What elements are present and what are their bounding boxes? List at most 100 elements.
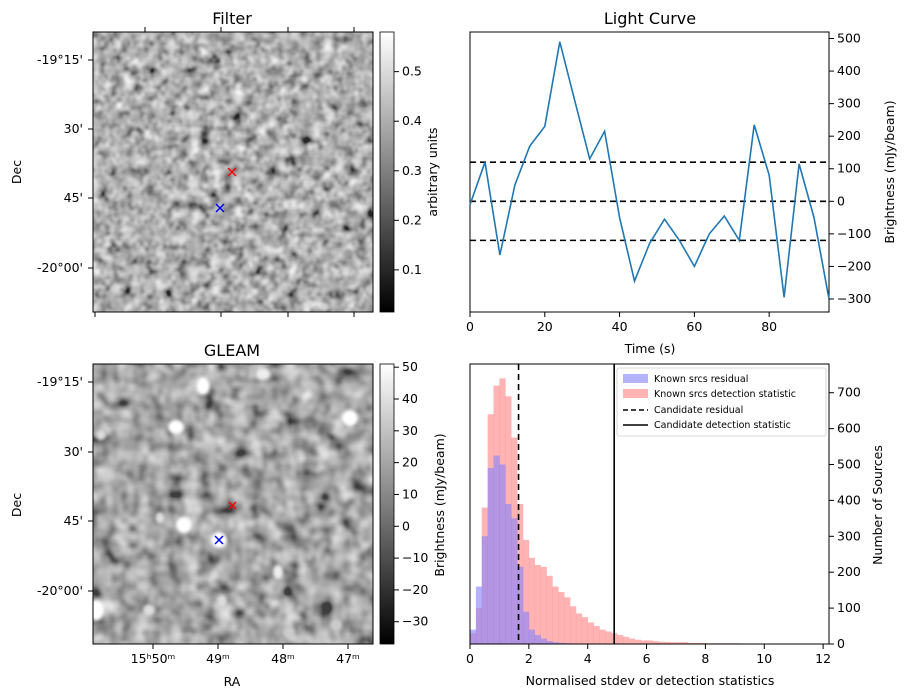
filter-known-marker	[215, 203, 225, 213]
light-curve-x-ticks: 0 20 40 60 80	[466, 312, 777, 334]
residual-bar	[558, 642, 565, 644]
gleam-bright-source	[88, 600, 104, 620]
colorbar-tick-label: 10	[402, 486, 418, 501]
residual-bar	[534, 635, 541, 644]
residual-bar	[552, 642, 559, 644]
y-tick-label: 400	[837, 63, 861, 78]
y-tick-label: 0	[837, 193, 845, 208]
colorbar-tick-label: 30	[402, 423, 418, 438]
gleam-colorbar-label: Brightness (mJy/beam)	[432, 433, 447, 576]
residual-bar	[487, 468, 494, 644]
filter-markers	[215, 167, 237, 213]
y-tick-label: 0	[837, 636, 845, 651]
detection-bar	[699, 642, 706, 644]
detection-bar	[593, 626, 600, 644]
gleam-bright-source	[168, 420, 184, 434]
y-tick-label: 300	[837, 96, 861, 111]
detection-bar	[670, 642, 677, 644]
legend-swatch-residual	[623, 374, 648, 383]
detection-bar	[575, 613, 583, 644]
gleam-ra-tick: 47ᵐ	[336, 651, 360, 666]
histogram-legend: Known srcs residual Known srcs detection…	[616, 367, 827, 437]
gleam-ra-tick: 49ᵐ	[206, 651, 230, 666]
detection-bar	[552, 586, 559, 644]
histogram-candidate-lines	[517, 364, 615, 644]
detection-bar	[658, 641, 665, 644]
filter-colorbar-gradient	[379, 31, 395, 313]
residual-bar	[493, 455, 500, 644]
colorbar-tick-label: 0.4	[402, 113, 422, 128]
colorbar-tick-label: 0.5	[402, 64, 422, 79]
x-tick-label: 10	[756, 651, 772, 666]
y-tick-label: 700	[837, 385, 861, 400]
detection-bar	[587, 622, 594, 644]
residual-bar	[470, 629, 477, 644]
gleam-dec-tick: 45'	[64, 513, 83, 528]
detection-bar	[687, 642, 694, 644]
histogram-frame	[469, 363, 830, 645]
gleam-bright-source	[196, 377, 210, 395]
gleam-colorbar: Brightness (mJy/beam) 50 40 30 20 10 0 −10 −20 −…	[379, 359, 447, 645]
x-tick-label: 0	[466, 651, 474, 666]
detection-bar	[570, 606, 577, 644]
filter-panel: Filter -19°15' 30' 45' -20°00' Dec	[9, 9, 440, 317]
detection-bar	[646, 640, 653, 644]
detection-bar	[534, 565, 541, 644]
histogram-ylabel: Number of Sources	[870, 445, 885, 565]
y-tick-label: −300	[837, 291, 871, 306]
gleam-bright-source	[155, 512, 165, 524]
gleam-dec-tick: 30'	[64, 444, 83, 459]
gleam-title: GLEAM	[204, 341, 260, 360]
legend-box	[616, 367, 827, 437]
light-curve-chart: Light Curve 0 20 40 60 80 −300 −200 −100 0 100 20…	[466, 9, 897, 356]
detection-bar	[581, 617, 589, 644]
colorbar-tick-label: −10	[402, 550, 428, 565]
light-curve-series	[469, 41, 830, 300]
residual-bar	[511, 518, 518, 644]
y-tick-label: 100	[837, 161, 861, 176]
legend-label: Candidate residual	[654, 405, 743, 416]
y-tick-label: 100	[837, 600, 861, 615]
filter-dec-axis: -19°15' 30' 45' -20°00' Dec	[9, 52, 93, 275]
histogram-chart: 0 2 4 6 8 10 12 0 100 200 300 400 500 600 700 Normali…	[466, 363, 885, 688]
detection-bar	[558, 591, 565, 644]
filter-ylabel: Dec	[9, 160, 24, 184]
gleam-bright-source	[330, 619, 342, 631]
residual-bar	[528, 629, 536, 644]
residual-bar	[505, 504, 512, 644]
detection-bar	[652, 641, 659, 644]
y-tick-label: 500	[837, 457, 861, 472]
gleam-bright-source	[273, 565, 283, 579]
light-curve-title: Light Curve	[604, 9, 696, 28]
detection-bar	[634, 639, 641, 644]
colorbar-tick-label: 0	[402, 518, 410, 533]
detection-bar	[617, 635, 624, 644]
light-curve-ylabel: Brightness (mJy/beam)	[882, 100, 897, 243]
detection-bar	[623, 636, 630, 644]
x-tick-label: 8	[701, 651, 709, 666]
gleam-frame	[92, 363, 374, 645]
residual-bar	[546, 641, 553, 644]
residual-bar	[517, 566, 524, 644]
filter-candidate-marker	[227, 167, 237, 177]
colorbar-tick-label: 20	[402, 455, 418, 470]
filter-colorbar-label: arbitrary units	[425, 127, 440, 216]
residual-bar	[522, 611, 530, 644]
light-curve-y-ticks: −300 −200 −100 0 100 200 300 400 500	[829, 31, 871, 306]
x-tick-label: 4	[584, 651, 592, 666]
y-tick-label: 400	[837, 492, 861, 507]
y-tick-label: −100	[837, 226, 871, 241]
gleam-bright-source	[256, 368, 270, 380]
histogram-xlabel: Normalised stdev or detection statistics	[526, 673, 775, 688]
gleam-dec-tick: -19°15'	[37, 374, 83, 389]
detection-bar	[640, 640, 647, 644]
colorbar-tick-label: 0.1	[402, 262, 422, 277]
light-curve-xlabel: Time (s)	[624, 341, 676, 356]
detection-bar	[564, 597, 571, 644]
gleam-colorbar-gradient	[379, 363, 395, 645]
detection-bar	[693, 642, 700, 644]
gleam-xlabel: RA	[224, 674, 241, 689]
gleam-bright-source	[283, 626, 295, 638]
filter-dec-tick: -20°00'	[37, 260, 83, 275]
